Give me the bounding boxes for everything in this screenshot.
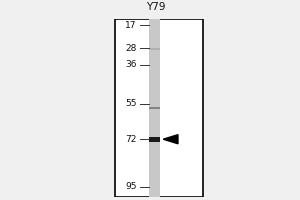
Text: 36: 36 xyxy=(125,60,137,69)
Bar xyxy=(148,137,160,142)
Text: 28: 28 xyxy=(125,44,137,53)
Text: 72: 72 xyxy=(125,135,137,144)
Text: Y79: Y79 xyxy=(146,2,166,12)
Bar xyxy=(115,19,203,197)
Bar xyxy=(148,19,160,197)
Polygon shape xyxy=(163,135,178,144)
Bar xyxy=(148,107,160,109)
Text: 17: 17 xyxy=(125,21,137,30)
Text: 55: 55 xyxy=(125,99,137,108)
Bar xyxy=(148,48,160,50)
Text: 95: 95 xyxy=(125,182,137,191)
